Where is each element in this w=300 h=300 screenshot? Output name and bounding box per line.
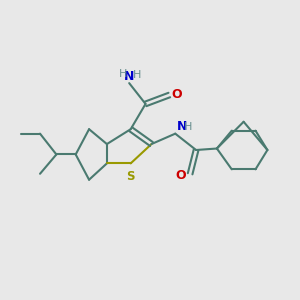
Text: O: O [175,169,186,182]
Text: N: N [124,70,134,83]
Text: S: S [126,170,135,183]
Text: N: N [177,120,187,133]
Text: H: H [118,69,127,79]
Text: H: H [184,122,192,132]
Text: H: H [133,70,142,80]
Text: O: O [172,88,182,100]
